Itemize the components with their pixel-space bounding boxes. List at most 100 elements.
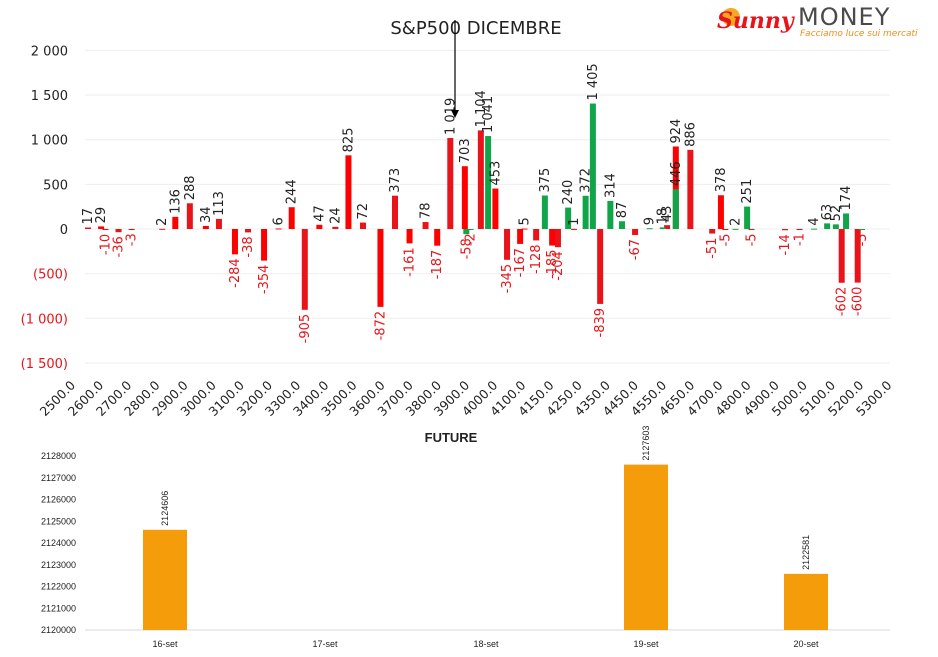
- chart-sp500: S&P500 DICEMBRE 2 000 1 500 1 000 500 0 (500)…: [21, 18, 895, 419]
- future-y-tick-label: 2121000: [41, 603, 76, 613]
- bar: [664, 225, 671, 229]
- future-x-tick-label: 20-set: [793, 639, 819, 649]
- bar: [672, 189, 679, 229]
- arrow-head: [451, 110, 459, 118]
- bar: [646, 228, 653, 230]
- bar: [231, 229, 238, 255]
- future-bar: [784, 573, 828, 630]
- data-label: -345: [500, 264, 515, 294]
- brand-logo: Sunny MONEY Facciamo luce sui mercati: [717, 3, 918, 39]
- data-label: -38: [241, 236, 256, 257]
- bar: [659, 227, 666, 229]
- data-label: 6: [272, 217, 287, 225]
- future-x-tick-label: 18-set: [473, 639, 499, 649]
- bar: [859, 229, 866, 230]
- bar: [422, 222, 429, 229]
- x-axis: 2500.02600.02700.02800.02900.03000.03100…: [37, 377, 895, 419]
- data-label: 288: [183, 175, 198, 200]
- bar: [632, 229, 639, 235]
- data-label: 244: [285, 179, 300, 204]
- data-label: 446: [669, 161, 684, 186]
- bar: [359, 222, 366, 229]
- data-label: 72: [356, 203, 371, 220]
- data-label: -167: [513, 248, 528, 278]
- data-label: 240: [561, 180, 576, 205]
- data-label: -128: [529, 244, 544, 274]
- data-label: -14: [778, 234, 793, 255]
- future-x-tick-label: 19-set: [633, 639, 659, 649]
- y-tick-label: (1 000): [21, 312, 68, 327]
- data-label: 373: [388, 168, 403, 193]
- data-label: 174: [839, 186, 854, 211]
- future-y-tick-label: 2120000: [41, 625, 76, 635]
- bar: [744, 206, 751, 229]
- bar: [554, 229, 561, 248]
- bar: [824, 223, 831, 229]
- bar: [159, 228, 166, 230]
- future-y-tick-label: 2124000: [41, 538, 76, 548]
- data-label: 9: [643, 217, 658, 225]
- bar: [687, 149, 694, 229]
- data-label: -161: [403, 247, 418, 277]
- bar: [582, 195, 589, 229]
- bar: [447, 138, 454, 229]
- data-label: 18: [656, 208, 671, 225]
- data-label: -185: [545, 250, 560, 280]
- future-y-axis: 2128000 2127000 2126000 2125000 2124000 21230…: [41, 451, 890, 635]
- future-data-label: 2124606: [160, 491, 170, 526]
- bar: [597, 229, 604, 304]
- bar: [406, 229, 413, 244]
- data-label: 314: [603, 173, 618, 198]
- bar: [748, 229, 755, 230]
- data-label: -67: [628, 239, 643, 260]
- y-tick-label: 1 500: [31, 89, 68, 104]
- bar: [541, 195, 548, 229]
- y-tick-label: (500): [33, 268, 68, 283]
- bar: [521, 228, 528, 230]
- data-label: 1 405: [586, 63, 601, 100]
- bar: [492, 188, 499, 229]
- bar: [85, 227, 91, 229]
- data-label: 372: [579, 168, 594, 193]
- data-label: 113: [212, 191, 227, 216]
- bar: [717, 195, 724, 229]
- data-label: 2: [155, 218, 170, 226]
- future-bar: [143, 529, 187, 630]
- bar: [434, 229, 441, 246]
- data-label: 825: [341, 127, 356, 152]
- bar: [467, 229, 474, 230]
- future-bars: [143, 464, 828, 630]
- data-label: 375: [538, 168, 553, 193]
- bar: [732, 228, 739, 230]
- y-tick-label: (1 500): [21, 357, 68, 372]
- bar: [618, 221, 625, 229]
- data-label: -284: [228, 258, 243, 288]
- bar: [796, 229, 803, 230]
- data-label: 63: [820, 204, 835, 221]
- bar: [843, 213, 850, 229]
- future-y-tick-label: 2126000: [41, 495, 76, 505]
- data-label: 5: [518, 217, 533, 225]
- bar: [781, 229, 788, 231]
- data-label: -1: [792, 233, 807, 246]
- data-label: 1: [567, 218, 582, 226]
- bar: [549, 229, 556, 246]
- bar: [345, 155, 352, 229]
- data-label: -204: [551, 251, 566, 281]
- future-data-labels: 2124606 2127603 2122581: [160, 426, 811, 570]
- bar: [607, 200, 614, 229]
- data-label: 17: [81, 208, 96, 225]
- annotation-arrow: [451, 20, 459, 118]
- bar: [854, 229, 861, 283]
- bar: [245, 229, 252, 233]
- future-data-label: 2122581: [801, 535, 811, 570]
- y-axis: 2 000 1 500 1 000 500 0 (500) (1 000) (1 500): [21, 44, 68, 372]
- logo-sunny-text: Sunny: [717, 8, 796, 34]
- data-label: 924: [669, 119, 684, 144]
- data-label: -354: [257, 265, 272, 295]
- bar: [102, 229, 109, 230]
- data-label: 78: [419, 202, 434, 219]
- bar: [172, 216, 179, 229]
